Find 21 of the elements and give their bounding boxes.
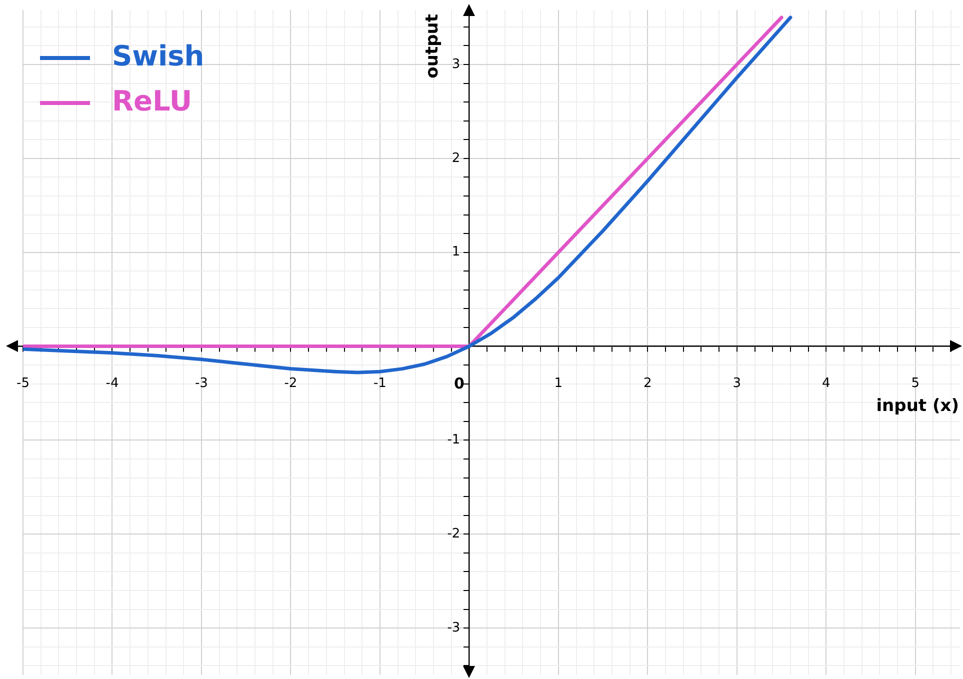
x-tick-label: 0 xyxy=(454,374,464,393)
x-tick-label: -2 xyxy=(284,376,298,392)
y-tick-label: 3 xyxy=(452,56,460,72)
y-axis-title: output xyxy=(422,14,443,78)
x-axis-title: input (x) xyxy=(876,396,959,416)
x-tick-label: -5 xyxy=(16,376,30,392)
legend-label: Swish xyxy=(112,39,204,72)
y-tick-label: 1 xyxy=(452,244,460,260)
x-tick-label: 4 xyxy=(822,376,830,392)
x-tick-label: 3 xyxy=(732,376,742,392)
x-tick-label: -1 xyxy=(373,376,386,392)
legend-label: ReLU xyxy=(112,84,192,118)
x-tick-label: 5 xyxy=(911,376,920,392)
y-tick-label: -3 xyxy=(447,620,460,636)
x-tick-label: -4 xyxy=(106,376,119,392)
y-tick-label: -2 xyxy=(447,526,460,542)
x-tick-label: 1 xyxy=(554,376,563,392)
y-tick-label: -1 xyxy=(447,432,460,448)
y-tick-label: 2 xyxy=(452,150,460,166)
x-tick-label: -3 xyxy=(194,376,208,392)
x-tick-label: 2 xyxy=(644,376,652,392)
